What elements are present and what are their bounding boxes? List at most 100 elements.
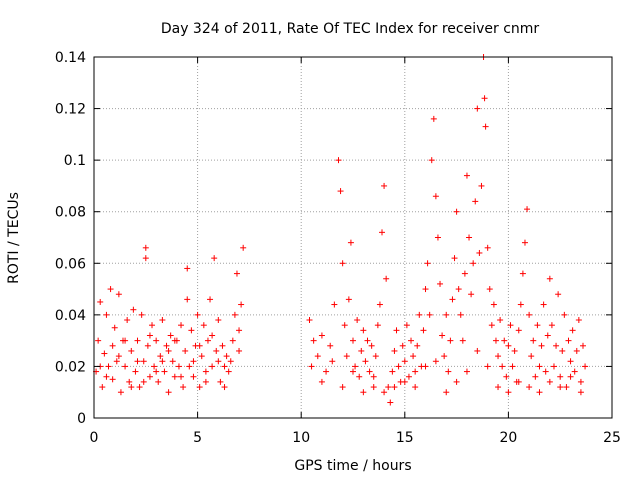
data-point [136, 384, 143, 391]
data-point [352, 363, 359, 370]
data-point [178, 322, 185, 329]
data-point [455, 286, 462, 293]
data-point [557, 384, 564, 391]
data-point [416, 311, 423, 318]
data-point [233, 270, 240, 277]
data-point [182, 347, 189, 354]
data-point [381, 182, 388, 189]
data-point [534, 322, 541, 329]
data-point [393, 327, 400, 334]
data-point [497, 317, 504, 324]
data-point [385, 384, 392, 391]
data-point [546, 275, 553, 282]
data-point [159, 358, 166, 365]
data-point [223, 353, 230, 360]
data-point [238, 301, 245, 308]
data-point [306, 317, 313, 324]
data-point [461, 270, 468, 277]
data-point [463, 172, 470, 179]
data-point [105, 363, 112, 370]
data-point [186, 363, 193, 370]
data-point [495, 353, 502, 360]
data-point [366, 368, 373, 375]
x-axis-title: GPS time / hours [294, 458, 411, 474]
data-point [240, 244, 247, 251]
data-point [374, 322, 381, 329]
data-point [451, 255, 458, 262]
data-point [221, 384, 228, 391]
data-point [507, 322, 514, 329]
data-point [327, 342, 334, 349]
y-tick-label: 0.02 [55, 359, 86, 375]
data-point [190, 358, 197, 365]
data-point [126, 378, 133, 385]
data-point [308, 363, 315, 370]
axis-ticks: 0 5 10 15 20 25 0 0.02 0.04 0.06 0.08 0.1 0.12 0.14 [55, 50, 621, 446]
data-point [180, 384, 187, 391]
data-point [225, 368, 232, 375]
x-tick-label: 5 [193, 430, 202, 446]
data-point [350, 337, 356, 344]
data-point [432, 358, 439, 365]
data-point [146, 332, 153, 339]
data-point [175, 363, 182, 370]
data-point [426, 311, 433, 318]
data-point [412, 384, 419, 391]
data-point [209, 363, 216, 370]
data-point [526, 384, 533, 391]
data-point [370, 384, 377, 391]
data-point [331, 301, 338, 308]
data-point [582, 363, 589, 370]
data-point [542, 368, 549, 375]
data-point [215, 317, 222, 324]
data-point [488, 322, 495, 329]
data-point [211, 255, 218, 262]
data-point [165, 389, 172, 396]
data-point [132, 368, 139, 375]
data-point [138, 311, 145, 318]
data-point [134, 337, 141, 344]
data-point [569, 327, 576, 334]
data-point [511, 347, 518, 354]
data-point [499, 363, 506, 370]
data-point [231, 311, 238, 318]
data-point [157, 353, 164, 360]
data-point [476, 249, 483, 256]
y-tick-label: 0.12 [55, 102, 86, 118]
data-point [391, 347, 398, 354]
data-point [555, 291, 562, 298]
data-point [422, 286, 429, 293]
data-point [171, 373, 178, 380]
data-point [350, 368, 356, 375]
data-point [217, 378, 224, 385]
data-point [434, 234, 441, 241]
data-point [575, 317, 582, 324]
data-point [161, 368, 168, 375]
data-point [368, 342, 375, 349]
data-point [468, 291, 475, 298]
data-point [528, 353, 535, 360]
data-point [420, 327, 427, 334]
data-point [501, 337, 508, 344]
data-point [561, 311, 568, 318]
data-point [347, 239, 354, 246]
data-point [447, 337, 454, 344]
data-point [401, 358, 408, 365]
data-point [474, 105, 481, 112]
data-point [99, 384, 106, 391]
data-point [478, 182, 485, 189]
data-point [453, 378, 460, 385]
data-point [184, 296, 191, 303]
data-point [443, 311, 450, 318]
data-point [204, 337, 211, 344]
data-point [142, 255, 149, 262]
data-point [184, 265, 191, 272]
data-point [356, 373, 363, 380]
data-point [571, 368, 578, 375]
data-point [414, 342, 421, 349]
data-point [563, 384, 570, 391]
data-point [553, 342, 560, 349]
data-point [122, 363, 129, 370]
data-point [95, 337, 102, 344]
data-point [103, 311, 110, 318]
